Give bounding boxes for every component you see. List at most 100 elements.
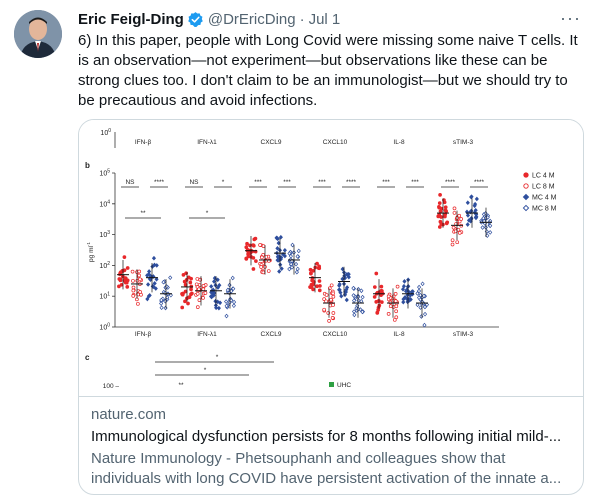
significance-mark: ****: [445, 179, 456, 186]
avatar[interactable]: [14, 10, 62, 58]
data-point: [318, 284, 322, 288]
data-point: [213, 282, 218, 288]
top-strip-category-label: IFN-λ1: [197, 139, 217, 146]
data-point: [331, 294, 336, 299]
data-point: [402, 295, 408, 300]
data-point: [452, 206, 457, 211]
data-point: [295, 266, 300, 272]
y-tick-label: 102: [99, 261, 110, 270]
data-point: [209, 284, 214, 289]
data-point: [420, 281, 425, 287]
significance-mark: ***: [411, 179, 419, 186]
data-point: [388, 304, 393, 309]
data-point: [445, 220, 450, 225]
chart-axes: b c 105 104 103 102 101 100 pg ml-1 IFN-β IFN-λ1 CX…: [85, 161, 499, 362]
data-point: [215, 277, 220, 283]
data-point: [195, 305, 200, 309]
link-card[interactable]: 100 IFN-β IFN-λ1 CXCL9 CXCL10 IL-8 sTIM-3 b c 10…: [78, 119, 584, 495]
data-point: [451, 225, 456, 230]
significance-marks: NS **** NS * *** *** *** **** *** *** **** ****** *: [121, 179, 488, 219]
data-point: [379, 284, 384, 289]
y-axis-label: pg ml-1: [86, 242, 95, 262]
data-point: [401, 299, 406, 305]
legend-label: MC 4 M: [532, 195, 557, 202]
data-point: [275, 236, 280, 242]
data-point: [481, 215, 486, 221]
data-point: [203, 291, 208, 295]
link-card-image[interactable]: 100 IFN-β IFN-λ1 CXCL9 CXCL10 IL-8 sTIM-3 b c 10…: [79, 120, 583, 396]
data-point: [386, 294, 391, 299]
data-point: [394, 304, 399, 309]
inner-significance-mark: *: [206, 210, 209, 217]
x-category-label: IFN-λ1: [197, 331, 217, 338]
panel-c-legend-label: UHC: [337, 382, 351, 389]
data-point: [180, 305, 185, 310]
significance-mark: NS: [189, 179, 199, 186]
top-strip-tick-label: 100: [100, 128, 111, 137]
data-point: [139, 292, 143, 297]
link-card-meta[interactable]: nature.com Immunological dysfunction per…: [79, 396, 583, 494]
y-tick-label: 104: [99, 199, 110, 208]
significance-mark: ****: [154, 179, 165, 186]
verified-badge-icon: [188, 11, 203, 27]
data-point: [443, 214, 447, 219]
top-strip-category-label: IL-8: [393, 139, 405, 146]
data-point: [422, 304, 428, 310]
data-point: [421, 293, 426, 299]
data-point: [151, 255, 157, 261]
data-point: [374, 271, 379, 276]
data-point: [457, 213, 462, 218]
data-point: [209, 289, 214, 295]
tweet-header: Eric Feigl-Ding @DrEricDing · Jul 1 ···: [78, 8, 587, 30]
legend-marker: [523, 172, 529, 178]
data-point: [296, 248, 301, 254]
chart-legend: LC 4 M LC 8 M MC 4 M MC 8 M: [522, 172, 557, 213]
data-point: [123, 276, 128, 281]
data-point: [401, 283, 407, 289]
data-point: [315, 261, 319, 266]
top-strip-category-label: IFN-β: [135, 139, 152, 146]
author-name[interactable]: Eric Feigl-Ding: [78, 10, 184, 28]
more-options-icon[interactable]: ···: [560, 8, 581, 28]
data-point: [244, 245, 249, 250]
data-point: [131, 278, 135, 283]
data-point: [417, 284, 422, 290]
tweet-date[interactable]: Jul 1: [308, 10, 341, 28]
data-point: [473, 201, 478, 207]
panel-c-legend-swatch: [329, 382, 334, 387]
data-point: [130, 269, 135, 274]
data-point: [339, 293, 344, 299]
data-point: [415, 291, 420, 296]
data-point: [150, 264, 155, 269]
significance-mark: ***: [254, 179, 262, 186]
data-point: [356, 286, 361, 292]
data-point: [187, 295, 192, 299]
author-handle[interactable]: @DrEricDing: [207, 10, 296, 28]
data-point: [317, 288, 322, 293]
panel-c-label: c: [85, 353, 90, 362]
data-point: [311, 282, 315, 287]
card-domain: nature.com: [91, 406, 167, 423]
data-point: [344, 287, 349, 292]
data-point: [197, 298, 202, 302]
data-point: [189, 287, 193, 292]
data-point: [309, 271, 313, 276]
legend-label: LC 4 M: [532, 173, 555, 180]
data-point: [465, 213, 471, 218]
data-point: [117, 284, 121, 289]
data-point: [480, 225, 485, 230]
data-point: [293, 261, 299, 267]
data-point: [189, 276, 193, 281]
data-point: [474, 196, 479, 202]
data-point: [278, 234, 283, 240]
data-point: [254, 259, 258, 263]
data-point: [244, 257, 249, 261]
data-point: [352, 309, 357, 314]
data-point: [416, 295, 422, 301]
data-point: [465, 200, 470, 206]
data-point: [395, 284, 400, 289]
data-point: [246, 252, 250, 256]
data-point: [146, 282, 151, 287]
data-point: [288, 253, 293, 259]
